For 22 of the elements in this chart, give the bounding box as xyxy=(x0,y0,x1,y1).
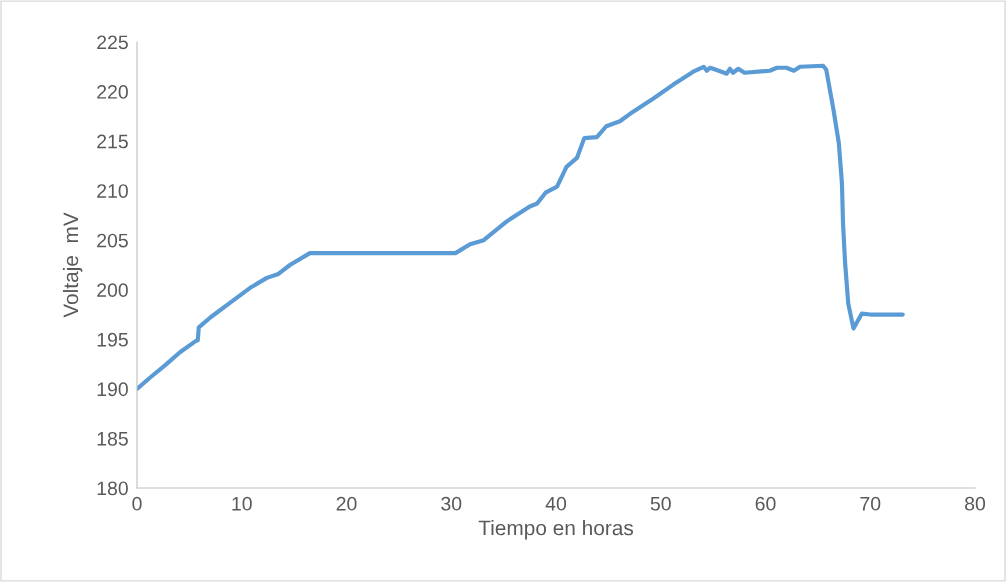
line-series xyxy=(137,63,905,391)
x-tick-label: 60 xyxy=(755,496,776,511)
y-tick-label: 180 xyxy=(97,481,128,496)
y-tick-label: 210 xyxy=(97,184,128,198)
x-axis-title: Tiempo en horas xyxy=(478,520,634,540)
x-tick-label: 0 xyxy=(132,496,142,511)
y-tick-label: 190 xyxy=(97,382,128,397)
x-tick-label: 20 xyxy=(336,496,357,511)
x-tick-label: 40 xyxy=(545,496,567,511)
x-tick-label: 10 xyxy=(232,496,252,511)
y-tick-label: 200 xyxy=(97,283,128,298)
x-tick-label: 50 xyxy=(650,496,671,511)
x-tick-label: 30 xyxy=(441,496,462,511)
y-tick-label: 215 xyxy=(97,134,128,149)
y-tick-label: 195 xyxy=(97,332,128,347)
x-tick-label: 80 xyxy=(965,496,986,511)
y-tick-label: 205 xyxy=(97,233,128,248)
y-tick-label: 220 xyxy=(97,85,128,99)
y-tick-label: 185 xyxy=(97,431,128,446)
y-axis-title: Voltaje mV xyxy=(62,212,83,318)
x-tick-label: 70 xyxy=(860,496,881,511)
y-tick-label: 225 xyxy=(97,35,128,50)
